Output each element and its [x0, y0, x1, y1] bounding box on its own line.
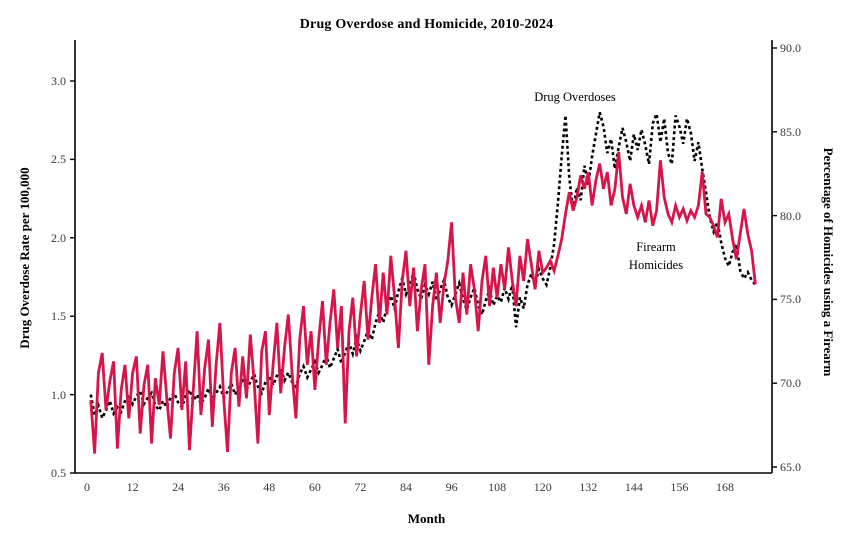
x-axis-tick-label: 24: [172, 480, 185, 494]
x-axis-tick-label: 144: [624, 480, 643, 494]
left-axis-tick-label: 2.0: [51, 230, 66, 245]
x-axis-tick-label: 96: [445, 480, 458, 494]
x-axis-tick-label: 120: [533, 480, 552, 494]
chart-title: Drug Overdose and Homicide, 2010-2024: [299, 17, 554, 32]
series-annotation-firearm-line2: Homicides: [628, 258, 684, 272]
x-axis-tick-label: 84: [400, 480, 412, 494]
x-axis-tick-label: 168: [716, 480, 734, 494]
x-axis-tick-label: 108: [488, 480, 507, 494]
series-line-drug-overdoses: [89, 108, 757, 422]
left-axis-tick-label: 0.5: [51, 466, 66, 480]
right-axis-tick-label: 90.0: [780, 41, 801, 55]
left-axis-tick-label: 2.5: [51, 152, 66, 167]
series-annotation-firearm-line1: Firearm: [636, 239, 676, 254]
left-axis-tick-label: 1.0: [51, 387, 66, 402]
series-annotation-firearm-homicides: Firearm Homicides: [629, 238, 683, 274]
x-axis-tick-label: 48: [263, 480, 276, 494]
right-y-axis-label: Percentage of Homicides using a Firearm: [821, 147, 836, 377]
x-axis-tick-label: 12: [126, 480, 139, 494]
x-axis-tick-label: 156: [670, 480, 689, 494]
x-axis-tick-label: 60: [308, 480, 321, 494]
series-annotation-drug-overdoses: Drug Overdoses: [534, 89, 616, 104]
series-line-firearm-homicides: [89, 151, 757, 454]
x-axis-tick-label: 0: [84, 480, 90, 494]
right-axis-tick-label: 70.0: [780, 376, 801, 391]
left-axis-tick-label: 3.0: [51, 74, 66, 88]
left-axis-tick-label: 1.5: [51, 309, 66, 324]
right-axis-tick-label: 85.0: [780, 124, 801, 139]
x-axis-tick-label: 132: [579, 480, 598, 494]
right-axis-tick-label: 75.0: [780, 292, 801, 307]
right-axis-tick-label: 80.0: [780, 208, 801, 223]
x-axis-tick-label: 36: [217, 480, 230, 494]
right-axis-tick-label: 65.0: [780, 460, 801, 474]
x-axis-label: Month: [407, 511, 446, 526]
x-axis-tick-label: 72: [354, 480, 367, 494]
